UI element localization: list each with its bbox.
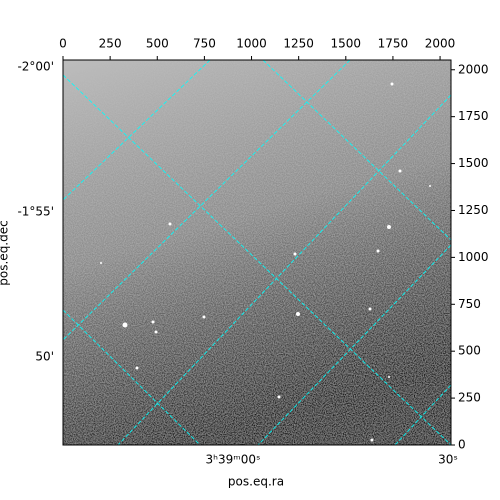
x-tick-label: 750 <box>193 37 216 51</box>
x-tick-label: 1000 <box>236 37 267 51</box>
y-tick-label: 250 <box>458 391 481 405</box>
y-tick-label: 750 <box>458 297 481 311</box>
coordinate-grid <box>63 60 451 445</box>
y-tick-label: 1500 <box>458 156 489 170</box>
dec-tick-label: 50' <box>35 350 54 364</box>
y-tick-label: 1250 <box>458 203 489 217</box>
stars <box>100 82 431 442</box>
y-axis-label: pos.eq.dec <box>0 220 11 285</box>
y-tick-label: 1750 <box>458 109 489 123</box>
x-tick-label: 1250 <box>283 37 314 51</box>
frame <box>62 59 452 446</box>
dec-tick-label: -2°00' <box>17 60 54 74</box>
ra-tick-label: 30ˢ <box>438 453 458 467</box>
x-tick-label: 2000 <box>425 37 456 51</box>
y-tick-label: 0 <box>458 438 466 452</box>
y-tick-label: 2000 <box>458 62 489 76</box>
image <box>63 60 451 445</box>
dec-tick-label: -1°55' <box>17 205 54 219</box>
ra-tick-label: 3ʰ39ᵐ00ˢ <box>206 453 261 467</box>
x-tick-label: 500 <box>146 37 169 51</box>
x-tick-label: 0 <box>59 37 67 51</box>
x-tick-label: 1750 <box>378 37 409 51</box>
y-tick-label: 500 <box>458 344 481 358</box>
x-axis-label: pos.eq.ra <box>228 475 284 489</box>
x-tick-label: 250 <box>99 37 122 51</box>
y-tick-label: 1000 <box>458 250 489 264</box>
x-tick-label: 1500 <box>331 37 362 51</box>
